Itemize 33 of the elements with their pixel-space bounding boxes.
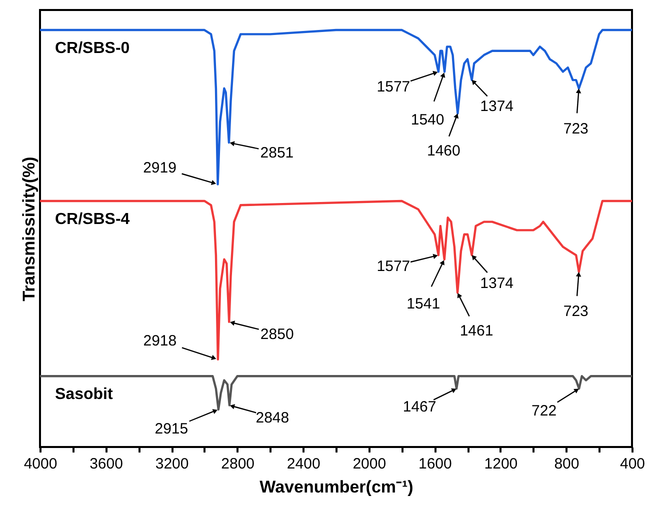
x-tick-label: 3600 (90, 456, 123, 472)
annotation: 1577 (376, 78, 410, 96)
x-tick-label: 1200 (484, 456, 518, 472)
series-label: CR/SBS-0 (55, 40, 130, 58)
x-axis-title: Wavenumber(cm⁻¹) (260, 478, 414, 496)
annotation: 2915 (154, 420, 188, 438)
series-label: CR/SBS-4 (55, 210, 130, 228)
annotation: 2851 (260, 144, 294, 162)
annotation: 2918 (143, 332, 177, 350)
annotation: 722 (532, 402, 557, 420)
annotation: 2850 (260, 326, 294, 343)
x-tick-label: 2000 (352, 456, 386, 472)
annotation: 723 (563, 120, 588, 138)
annotation: 2919 (143, 159, 176, 176)
x-tick-label: 2400 (286, 456, 320, 472)
series-label: Sasobit (55, 386, 114, 404)
x-tick-label: 2800 (221, 456, 255, 472)
annotation: 1467 (402, 398, 436, 416)
annotation: 1460 (427, 142, 460, 160)
annotation: 1577 (376, 258, 410, 276)
x-tick-label: 800 (554, 456, 580, 472)
annotation: 1374 (480, 275, 514, 292)
x-tick-label: 400 (620, 456, 646, 472)
annotation: 2848 (256, 409, 290, 426)
annotation: 1461 (460, 322, 494, 340)
x-tick-label: 3200 (155, 456, 189, 472)
y-axis-title: Transmissivity(%) (20, 156, 38, 302)
x-tick-label: 1600 (418, 456, 452, 472)
annotation: 1374 (480, 98, 514, 116)
annotation: 723 (563, 302, 588, 320)
annotation: 1541 (406, 295, 440, 312)
annotation: 1540 (410, 112, 444, 129)
x-tick-label: 4000 (24, 456, 58, 472)
